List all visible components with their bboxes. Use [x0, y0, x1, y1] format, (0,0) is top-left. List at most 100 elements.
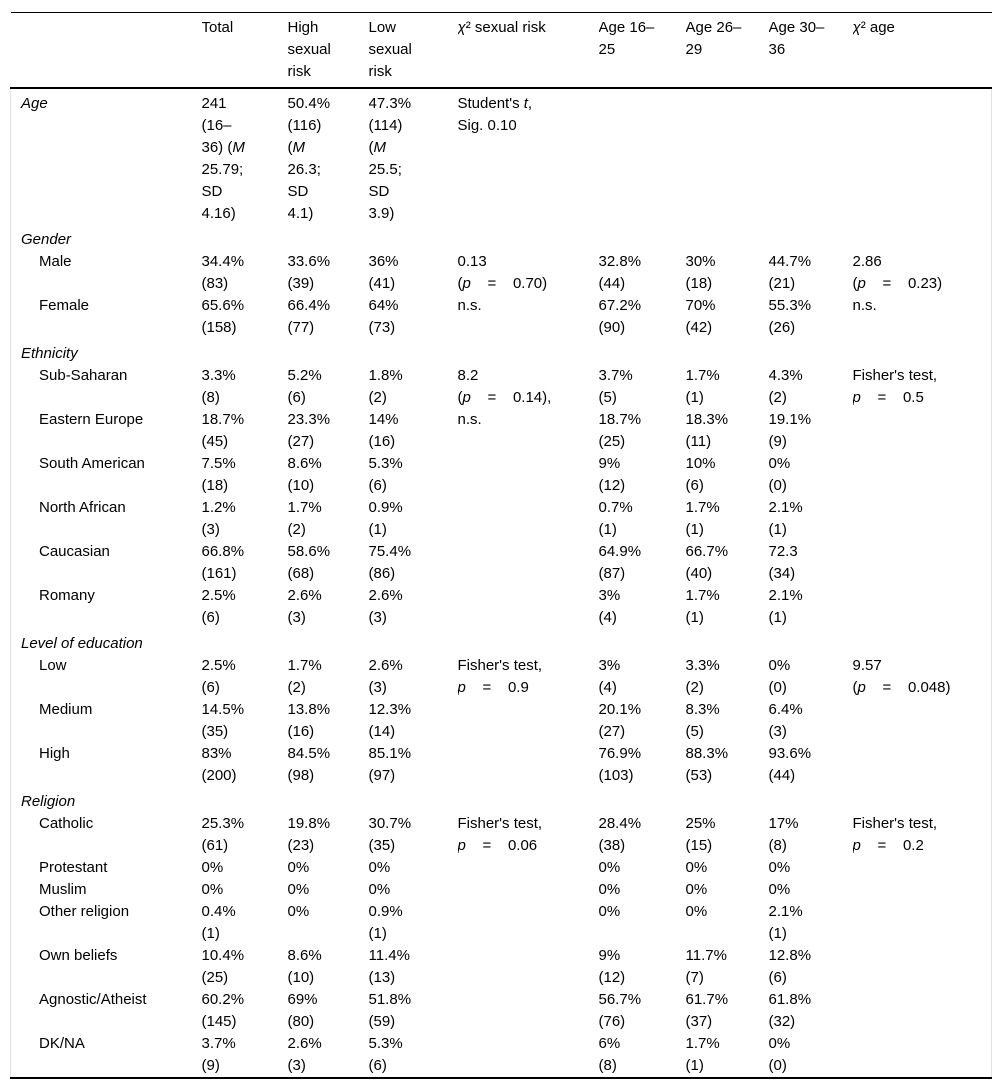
- row-label-education-medium: Medium: [39, 701, 93, 718]
- cell-ethnicity-chi_age: [853, 339, 992, 365]
- cell-sub-saharan-high_risk: 5.2% (6): [287, 367, 322, 406]
- cell-muslim-high_risk: 0%: [287, 881, 310, 898]
- cell-female-total: 65.6% (158): [201, 297, 245, 336]
- cell-other-religion-total: 0.4% (1): [201, 903, 236, 942]
- table-row-eastern-europe: Eastern Europe 18.7% (45) 23.3% (27) 14% (1…: [11, 409, 992, 453]
- row-label-south-american: South American: [39, 455, 145, 472]
- cell-education-medium-age_30_36: 6.4% (3): [768, 701, 803, 740]
- cell-ethnicity-high_risk: [288, 339, 369, 365]
- cell-female-low_risk: 64% (73): [368, 297, 399, 336]
- column-header-low_risk: Low sexual risk: [368, 12, 458, 89]
- cell-male-low_risk: 36% (41): [368, 253, 399, 292]
- table-row-age: Age 241 (16– 36) (M 25.79; SD 4.16) 50.4% …: [11, 88, 992, 225]
- cell-muslim-low_risk: 0%: [368, 881, 391, 898]
- column-header-high_risk: High sexual risk: [287, 12, 369, 89]
- cell-sub-saharan-age_26_29: 1.7% (1): [685, 367, 720, 406]
- row-label-dk-na: DK/NA: [39, 1035, 85, 1052]
- cell-own-beliefs-age_30_36: 12.8% (6): [768, 947, 812, 986]
- row-label-religion: Religion: [21, 793, 76, 810]
- cell-age-low_risk: 47.3% (114) (M 25.5; SD 3.9): [368, 95, 412, 222]
- cell-caucasian-total: 66.8% (161): [201, 543, 245, 582]
- cell-own-beliefs-low_risk: 11.4% (13): [368, 947, 410, 986]
- cell-dk-na-age_30_36: 0% (0): [768, 1035, 791, 1074]
- cell-education-low-high_risk: 1.7% (2): [287, 657, 322, 696]
- cell-male-age_26_29: 30% (18): [685, 253, 716, 292]
- cell-education-chi_sexual_risk: [458, 629, 599, 655]
- table-row-education: Level of education: [11, 629, 992, 655]
- cell-other-religion-high_risk: 0%: [287, 903, 310, 920]
- cell-north-african-age_30_36: 2.1% (1): [768, 499, 803, 538]
- table-row-sub-saharan: Sub-Saharan 3.3% (8) 5.2% (6) 1.8% (2) 8.2 (…: [11, 365, 992, 428]
- cell-education-high-age_30_36: 93.6% (44): [768, 745, 812, 784]
- cell-dk-na-high_risk: 2.6% (3): [287, 1035, 322, 1074]
- cell-agnostic-atheist-low_risk: 51.8% (59): [368, 991, 412, 1030]
- table-row-ethnicity: Ethnicity: [11, 339, 992, 365]
- table-row-female: Female 65.6% (158) 66.4% (77) 64% (73) 67.2%…: [11, 295, 992, 339]
- cell-gender-high_risk: [288, 225, 369, 251]
- column-header-age_26_29: Age 26– 29: [685, 12, 769, 89]
- column-header-chi_age: χ² age: [852, 12, 992, 89]
- cell-sub-saharan-chi_sexual_risk: 8.2 (p = 0.14), n.s.: [457, 367, 552, 428]
- cell-eastern-europe-age_26_29: 18.3% (11): [685, 411, 729, 450]
- row-label-own-beliefs: Own beliefs: [39, 947, 118, 964]
- column-header-total: Total: [201, 12, 288, 89]
- cell-education-high-high_risk: 84.5% (98): [287, 745, 331, 784]
- cell-gender-chi_age: [853, 225, 992, 251]
- row-label-gender: Gender: [21, 231, 72, 248]
- row-label-north-african: North African: [39, 499, 126, 516]
- row-label-protestant: Protestant: [39, 859, 108, 876]
- row-label-education: Level of education: [21, 635, 143, 652]
- cell-dk-na-age_26_29: 1.7% (1): [685, 1035, 720, 1074]
- table-row-south-american: South American 7.5% (18) 8.6% (10) 5.3% (6)…: [11, 453, 992, 497]
- cell-education-age_26_29: [686, 629, 769, 655]
- row-label-age: Age: [21, 95, 48, 112]
- cell-ethnicity-age_26_29: [686, 339, 769, 365]
- table-body: Age 241 (16– 36) (M 25.79; SD 4.16) 50.4% …: [10, 88, 992, 1078]
- cell-muslim-total: 0%: [201, 881, 224, 898]
- cell-sub-saharan-low_risk: 1.8% (2): [368, 367, 403, 406]
- cell-gender-chi_sexual_risk: [458, 225, 599, 251]
- table-row-education-medium: Medium 14.5% (35) 13.8% (16) 12.3% (14) 20.1…: [11, 699, 992, 743]
- cell-female-age_16_25: 67.2% (90): [598, 297, 642, 336]
- cell-muslim-age_26_29: 0%: [685, 881, 708, 898]
- table-row-other-religion: Other religion 0.4% (1) 0% 0.9% (1) 0% 0% 2.1%…: [11, 901, 992, 945]
- cell-catholic-chi_age: Fisher's test, p = 0.2: [852, 815, 938, 854]
- row-label-agnostic-atheist: Agnostic/Atheist: [39, 991, 147, 1008]
- cell-own-beliefs-high_risk: 8.6% (10): [287, 947, 322, 986]
- cell-agnostic-atheist-age_26_29: 61.7% (37): [685, 991, 729, 1030]
- cell-caucasian-age_26_29: 66.7% (40): [685, 543, 729, 582]
- cell-romany-age_30_36: 2.1% (1): [768, 587, 803, 626]
- cell-education-low-low_risk: 2.6% (3): [368, 657, 403, 696]
- table-row-agnostic-atheist: Agnostic/Atheist 60.2% (145) 69% (80) 51.8%…: [11, 989, 992, 1033]
- cell-age-total: 241 (16– 36) (M 25.79; SD 4.16): [201, 95, 245, 222]
- cell-protestant-low_risk: 0%: [368, 859, 391, 876]
- cell-dk-na-age_16_25: 6% (8): [598, 1035, 621, 1074]
- cell-gender-total: [202, 225, 288, 251]
- cell-sub-saharan-total: 3.3% (8): [201, 367, 236, 406]
- row-label-female: Female: [39, 297, 90, 314]
- cell-education-low-chi_age: 9.57 (p = 0.048): [852, 657, 951, 696]
- cell-religion-age_16_25: [599, 787, 686, 813]
- cell-muslim-age_16_25: 0%: [598, 881, 621, 898]
- cell-gender-age_16_25: [599, 225, 686, 251]
- cell-protestant-high_risk: 0%: [287, 859, 310, 876]
- cell-other-religion-age_30_36: 2.1% (1): [768, 903, 803, 942]
- cell-male-chi_sexual_risk: 0.13 (p = 0.70) n.s.: [457, 253, 548, 314]
- cell-catholic-age_30_36: 17% (8): [768, 815, 799, 854]
- cell-age-age_26_29: [686, 88, 769, 225]
- cell-eastern-europe-low_risk: 14% (16): [368, 411, 399, 450]
- cell-religion-age_30_36: [769, 787, 853, 813]
- cell-education-high_risk: [288, 629, 369, 655]
- cell-catholic-age_16_25: 28.4% (38): [598, 815, 642, 854]
- cell-protestant-total: 0%: [201, 859, 224, 876]
- cell-south-american-low_risk: 5.3% (6): [368, 455, 403, 494]
- cell-north-african-low_risk: 0.9% (1): [368, 499, 403, 538]
- cell-age-chi_age: [853, 88, 992, 225]
- column-header-chi_sexual_risk: χ² sexual risk: [457, 12, 599, 89]
- table-header: Total High sexual risk Low sexual risk χ² s…: [10, 12, 992, 89]
- cell-education-total: [202, 629, 288, 655]
- table-row-caucasian: Caucasian 66.8% (161) 58.6% (68) 75.4% (86)…: [11, 541, 992, 585]
- row-label-eastern-europe: Eastern Europe: [39, 411, 144, 428]
- cell-agnostic-atheist-total: 60.2% (145): [201, 991, 245, 1030]
- cell-dk-na-low_risk: 5.3% (6): [368, 1035, 403, 1074]
